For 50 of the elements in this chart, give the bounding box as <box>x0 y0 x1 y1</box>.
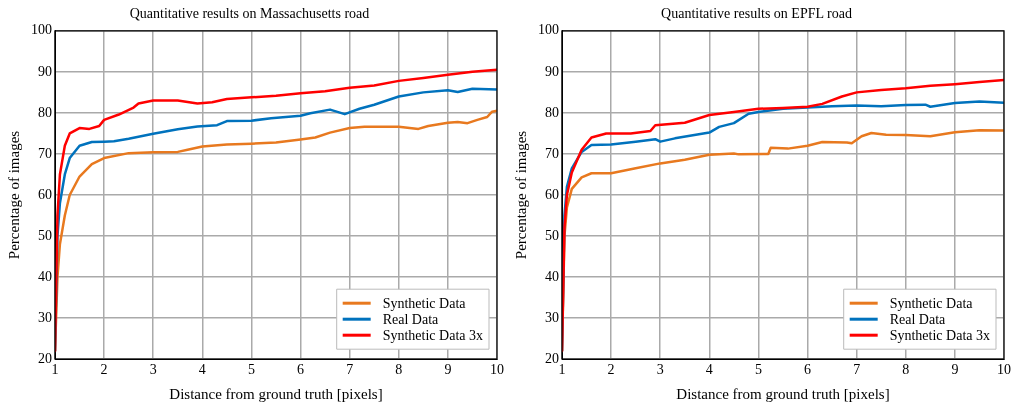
x-tick-label: 6 <box>804 362 812 378</box>
y-tick-label: 100 <box>31 22 52 38</box>
y-tick-label: 100 <box>538 22 559 38</box>
chart-title: Quantitative results on EPFL road <box>661 6 852 22</box>
y-tick-label: 30 <box>38 309 52 325</box>
x-tick-label: 1 <box>51 362 59 378</box>
y-tick-label: 40 <box>38 268 52 284</box>
legend-label: Synthetic Data <box>889 295 974 311</box>
y-tick-label: 80 <box>545 104 559 120</box>
x-tick-label: 4 <box>198 362 206 378</box>
x-tick-label: 8 <box>902 362 910 378</box>
y-tick-label: 70 <box>545 145 559 161</box>
y-axis-title: Percentage of images <box>512 130 529 260</box>
x-tick-label: 5 <box>754 362 762 378</box>
x-tick-label: 5 <box>247 362 255 378</box>
y-tick-label: 20 <box>545 350 559 366</box>
y-tick-label: 20 <box>38 350 52 366</box>
y-tick-label: 60 <box>545 186 559 202</box>
y-tick-label: 50 <box>38 227 52 243</box>
y-tick-label: 30 <box>545 309 559 325</box>
x-tick-label: 1 <box>558 362 566 378</box>
x-tick-label: 10 <box>997 362 1011 378</box>
legend-label: Real Data <box>889 311 947 327</box>
x-tick-label: 9 <box>444 362 452 378</box>
chart-title: Quantitative results on Massachusetts road <box>129 6 370 22</box>
y-axis-title: Percentage of images <box>5 130 22 260</box>
x-tick-label: 6 <box>297 362 305 378</box>
x-tick-label: 7 <box>346 362 354 378</box>
x-axis-title: Distance from ground truth [pixels] <box>676 385 890 402</box>
x-axis-title: Distance from ground truth [pixels] <box>169 385 383 402</box>
y-tick-label: 80 <box>38 104 52 120</box>
y-tick-label: 60 <box>38 186 52 202</box>
legend-label: Synthetic Data 3x <box>889 327 990 343</box>
x-tick-label: 3 <box>149 362 157 378</box>
legend-label: Real Data <box>382 311 440 327</box>
x-tick-label: 9 <box>951 362 959 378</box>
x-tick-label: 2 <box>100 362 108 378</box>
x-tick-label: 8 <box>395 362 403 378</box>
legend-label: Synthetic Data 3x <box>382 327 483 343</box>
legend-label: Synthetic Data <box>382 295 467 311</box>
x-tick-label: 10 <box>490 362 504 378</box>
y-tick-label: 90 <box>545 63 559 79</box>
y-tick-label: 40 <box>545 268 559 284</box>
x-tick-label: 7 <box>853 362 861 378</box>
y-tick-label: 90 <box>38 63 52 79</box>
x-tick-label: 4 <box>705 362 713 378</box>
y-tick-label: 70 <box>38 145 52 161</box>
x-tick-label: 3 <box>656 362 664 378</box>
x-tick-label: 2 <box>607 362 615 378</box>
y-tick-label: 50 <box>545 227 559 243</box>
